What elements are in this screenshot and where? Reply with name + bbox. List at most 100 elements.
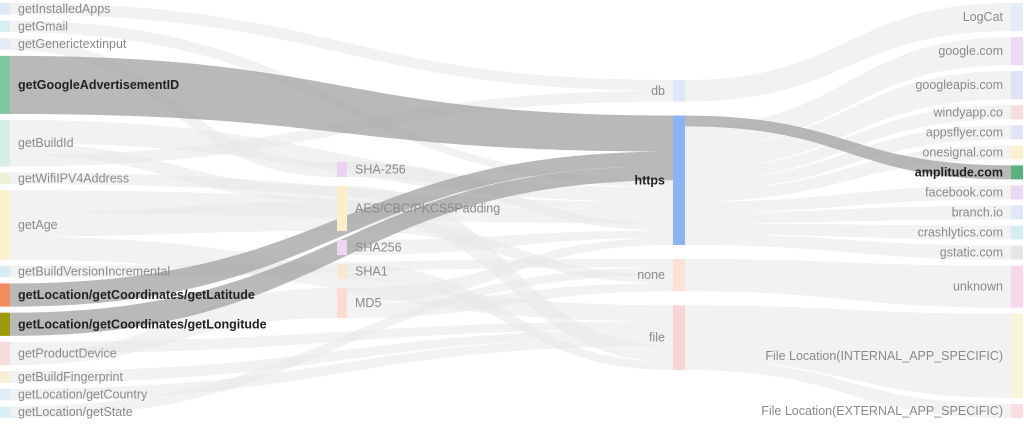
node-getLatitude[interactable] (0, 283, 10, 307)
link-db-to-LogCat[interactable] (685, 3, 1011, 102)
link-https-to-appsflyer.com[interactable] (685, 125, 1011, 192)
label-getGoogleAdvertisementID: getGoogleAdvertisementID (18, 78, 179, 92)
link-getBuildId-to-https[interactable] (10, 119, 673, 202)
node-external[interactable] (1011, 403, 1023, 418)
node-google.com[interactable] (1011, 37, 1023, 66)
node-getLongitude[interactable] (0, 312, 10, 336)
label-gstatic.com: gstatic.com (940, 246, 1003, 260)
node-windyapp.co[interactable] (1011, 105, 1023, 120)
link-getProductDevice-to-MD5[interactable] (10, 288, 337, 366)
link-AES-to-none[interactable] (347, 216, 673, 284)
node-AES[interactable] (337, 186, 347, 231)
label-SHA256: SHA256 (355, 241, 402, 255)
label-crashlytics.com: crashlytics.com (918, 226, 1003, 240)
label-getState: getLocation/getState (18, 405, 133, 419)
node-getCountry[interactable] (0, 388, 10, 401)
node-internal[interactable] (1011, 313, 1023, 398)
link-file-to-internal[interactable] (685, 305, 1011, 398)
link-https-to-onesignal.com[interactable] (685, 145, 1011, 202)
label-SHA-256: SHA-256 (355, 163, 406, 177)
link-MD5-to-none[interactable] (347, 283, 673, 318)
link-https-to-gstatic.com[interactable] (685, 234, 1011, 260)
label-getGmail: getGmail (18, 19, 68, 33)
label-getBuildId: getBuildId (18, 136, 74, 150)
label-getGenerictextinput: getGenerictextinput (18, 37, 127, 51)
link-none-to-unknown[interactable] (685, 258, 1011, 308)
node-getGmail[interactable] (0, 20, 10, 33)
link-https-to-facebook.com[interactable] (685, 185, 1011, 213)
label-windyapp.co: windyapp.co (933, 105, 1004, 119)
link-getInstalledApps-to-db[interactable] (10, 3, 673, 91)
node-https[interactable] (673, 115, 685, 245)
link-getState-to-none[interactable] (10, 267, 673, 418)
node-getBuildFingerprint[interactable] (0, 371, 10, 383)
label-SHA1: SHA1 (355, 265, 388, 279)
link-MD5-to-https[interactable] (347, 237, 673, 303)
node-gstatic.com[interactable] (1011, 245, 1023, 260)
label-getCountry: getLocation/getCountry (18, 388, 148, 402)
node-SHA-256[interactable] (337, 162, 347, 177)
label-AES: AES/CBC/PKCS5Padding (355, 202, 500, 216)
label-googleapis.com: googleapis.com (915, 78, 1003, 92)
node-facebook.com[interactable] (1011, 185, 1023, 200)
label-facebook.com: facebook.com (925, 185, 1003, 199)
label-amplitude.com: amplitude.com (915, 165, 1003, 179)
link-https-to-google.com[interactable] (685, 37, 1011, 148)
node-onesignal.com[interactable] (1011, 145, 1023, 160)
node-googleapis.com[interactable] (1011, 71, 1023, 100)
label-https: https (634, 173, 665, 187)
nodes-layer (0, 3, 1023, 418)
link-getCountry-to-file[interactable] (10, 337, 673, 401)
link-https-to-branch.io[interactable] (685, 205, 1011, 224)
node-appsflyer.com[interactable] (1011, 125, 1023, 140)
node-LogCat[interactable] (1011, 3, 1023, 32)
node-getInstalledApps[interactable] (0, 3, 10, 15)
link-https-to-googleapis.com[interactable] (685, 71, 1011, 170)
label-appsflyer.com: appsflyer.com (926, 125, 1003, 139)
node-getAge[interactable] (0, 190, 10, 260)
link-getGoogleAdvertisementID-to-https[interactable] (10, 55, 673, 152)
node-db[interactable] (673, 80, 685, 102)
node-branch.io[interactable] (1011, 205, 1023, 220)
node-SHA256[interactable] (337, 240, 347, 255)
link-https-to-amplitude.com[interactable] (685, 115, 1011, 180)
label-none: none (637, 268, 665, 282)
node-getGenerictextinput[interactable] (0, 38, 10, 50)
node-getState[interactable] (0, 406, 10, 418)
label-MD5: MD5 (355, 296, 381, 310)
node-none[interactable] (673, 258, 685, 292)
node-amplitude.com[interactable] (1011, 165, 1023, 180)
node-getBuildVersionIncremental[interactable] (0, 265, 10, 278)
node-MD5[interactable] (337, 288, 347, 318)
label-db: db (651, 84, 665, 98)
label-getAge: getAge (18, 218, 58, 232)
link-SHA256-to-https[interactable] (347, 230, 673, 255)
label-LogCat: LogCat (963, 10, 1004, 24)
label-getProductDevice: getProductDevice (18, 347, 117, 361)
link-file-to-external[interactable] (685, 359, 1011, 418)
node-getWifiIPV4Address[interactable] (0, 172, 10, 185)
node-getBuildId[interactable] (0, 119, 10, 167)
links-layer (10, 3, 1011, 418)
node-file[interactable] (673, 305, 685, 370)
link-SHA-256-to-https[interactable] (347, 162, 673, 231)
label-getLongitude: getLocation/getCoordinates/getLongitude (18, 317, 267, 331)
label-external: File Location(EXTERNAL_APP_SPECIFIC) (761, 404, 1003, 418)
label-getBuildVersionIncremental: getBuildVersionIncremental (18, 265, 170, 279)
link-getAge-to-AES[interactable] (10, 201, 337, 237)
node-SHA1[interactable] (337, 264, 347, 279)
label-getWifiIPV4Address: getWifiIPV4Address (18, 171, 129, 185)
node-unknown[interactable] (1011, 265, 1023, 308)
link-getBuildFingerprint-to-file[interactable] (10, 329, 673, 383)
labels-layer: getInstalledApps getGmail getGenerictextin… (18, 2, 1004, 419)
node-getGoogleAdvertisementID[interactable] (0, 55, 10, 114)
node-getProductDevice[interactable] (0, 341, 10, 366)
label-branch.io: branch.io (952, 205, 1003, 219)
link-SHA1-to-file[interactable] (347, 264, 673, 370)
label-file: file (649, 331, 665, 345)
node-crashlytics.com[interactable] (1011, 225, 1023, 240)
label-google.com: google.com (938, 44, 1003, 58)
label-getBuildFingerprint: getBuildFingerprint (18, 370, 123, 384)
link-https-to-crashlytics.com[interactable] (685, 223, 1011, 240)
